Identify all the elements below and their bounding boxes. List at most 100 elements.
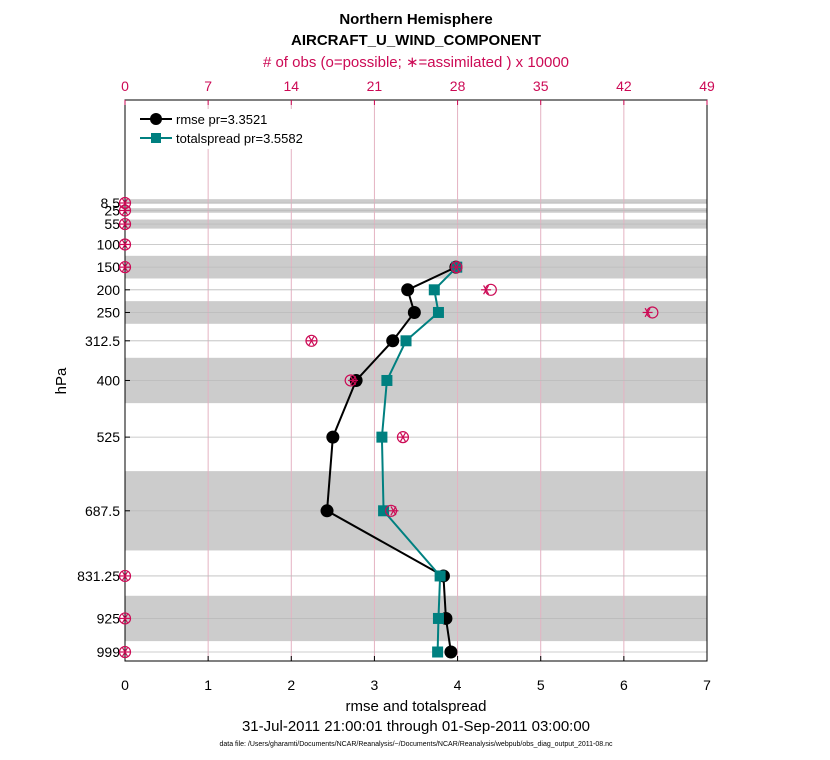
rmse-point [444, 645, 458, 659]
obs-possible-marker [118, 569, 132, 583]
top-tick-label: 49 [699, 78, 715, 94]
level-band [125, 199, 707, 204]
totalspread-point [400, 335, 412, 347]
obs-possible-marker [118, 612, 132, 625]
obs-assimilated-marker [120, 613, 130, 624]
y-tick-label: 200 [97, 282, 121, 298]
obs-possible-marker [118, 645, 132, 659]
grid-lines [124, 100, 708, 661]
obs-possible-marker [450, 261, 463, 274]
legend-rmse-label: rmse pr=3.3521 [176, 112, 267, 127]
asterisk-stroke [308, 336, 315, 346]
rmse-point [401, 283, 415, 297]
bottom-tick-label: 6 [620, 677, 628, 693]
bottom-tick-label: 4 [454, 677, 462, 693]
legend-box [135, 109, 317, 149]
totalspread-point [432, 306, 444, 318]
obs-assimilated-marker [120, 205, 130, 216]
bottom-tick-label: 2 [287, 677, 295, 693]
bottom-tick-label: 3 [371, 677, 379, 693]
obs-assimilated-marker [388, 506, 399, 516]
asterisk-stroke [350, 375, 357, 386]
legend: rmse pr=3.3521 totalspread pr=3.5582 [135, 109, 317, 149]
obs-possible-marker [118, 204, 132, 217]
asterisk-stroke [121, 219, 129, 229]
obs-assimilated-marker [348, 375, 359, 386]
y-tick-label: 999 [97, 644, 121, 660]
rmse-point [386, 334, 400, 348]
legend-spread-marker [151, 133, 161, 143]
obs-possible-marker [118, 196, 132, 210]
top-tick-label: 35 [533, 78, 549, 94]
totalspread-point [434, 570, 446, 582]
top-tick-label: 7 [204, 78, 212, 94]
obs-assimilated-marker [120, 239, 130, 250]
asterisk-stroke [121, 262, 129, 272]
bottom-tick-label: 0 [121, 677, 129, 693]
obs-assimilated-marker [120, 262, 130, 272]
obs-assimilated-marker [481, 285, 492, 295]
series-line-1 [380, 266, 458, 653]
y-tick-label: 312.5 [85, 333, 120, 349]
y-tick-label: 8.5 [101, 195, 121, 211]
totalspread-point [381, 374, 393, 386]
chart-title: Northern Hemisphere [339, 11, 492, 28]
asterisk-stroke [399, 432, 406, 442]
rmse-point [407, 305, 421, 319]
data-file-note: data file: /Users/gharamti/Documents/NCA… [219, 741, 613, 748]
asterisk-stroke [121, 198, 129, 208]
obs-assimilated-marker [397, 432, 408, 442]
asterisk-stroke [390, 506, 397, 516]
top-tick-label: 21 [367, 78, 383, 94]
asterisk-stroke [483, 285, 490, 295]
totalspread-point [432, 612, 444, 624]
asterisk-stroke [121, 205, 129, 216]
y-tick-label: 525 [97, 429, 121, 445]
rmse-point [320, 504, 334, 518]
bottom-tick-label: 7 [703, 677, 711, 693]
y-tick-label: 25 [104, 202, 120, 218]
obs-assimilated-marker [306, 336, 317, 346]
obs-possible-marker [396, 431, 410, 444]
asterisk-stroke [121, 239, 129, 250]
y-tick-label: 100 [97, 236, 121, 252]
asterisk-stroke [644, 307, 651, 318]
obs-possible-marker [118, 238, 132, 251]
obs-possible-marker [305, 334, 318, 347]
asterisk-stroke [121, 647, 129, 657]
obs-possible-marker [118, 261, 132, 274]
obs-assimilated-marker [120, 571, 130, 581]
obs-possible-marker [118, 217, 132, 231]
obs-assimilated-marker [120, 198, 130, 208]
rmse-point [326, 430, 340, 444]
y-axis-label: hPa [53, 367, 70, 394]
bottom-axis-ticks: 0 1 2 3 4 5 6 7 [121, 656, 711, 693]
legend-rmse-marker [150, 113, 162, 125]
y-tick-label: 150 [97, 259, 121, 275]
totalspread-point [378, 505, 390, 517]
y-tick-label: 687.5 [85, 503, 120, 519]
top-tick-label: 0 [121, 78, 129, 94]
top-axis-ticks: 0 7 14 21 28 35 42 49 [121, 78, 715, 105]
top-tick-label: 42 [616, 78, 632, 94]
bottom-tick-label: 1 [204, 677, 212, 693]
x-axis-label: rmse and totalspread [346, 698, 487, 715]
asterisk-stroke [453, 262, 460, 272]
totalspread-point [376, 431, 388, 443]
date-range: 31-Jul-2011 21:00:01 through 01-Sep-2011… [242, 718, 590, 735]
observation-counts [118, 196, 659, 659]
bottom-tick-label: 5 [537, 677, 545, 693]
y-tick-label: 925 [97, 610, 121, 626]
y-tick-label: 400 [97, 372, 121, 388]
obs-assimilated-marker [642, 307, 653, 318]
series-line-0 [325, 266, 457, 653]
legend-spread-label: totalspread pr=3.5582 [176, 131, 303, 146]
y-tick-label: 250 [97, 304, 121, 320]
top-tick-label: 28 [450, 78, 466, 94]
totalspread-point [432, 646, 444, 658]
obs-assimilated-marker [120, 647, 130, 657]
chart-subtitle: AIRCRAFT_U_WIND_COMPONENT [291, 32, 541, 49]
y-tick-label: 55 [104, 216, 120, 232]
